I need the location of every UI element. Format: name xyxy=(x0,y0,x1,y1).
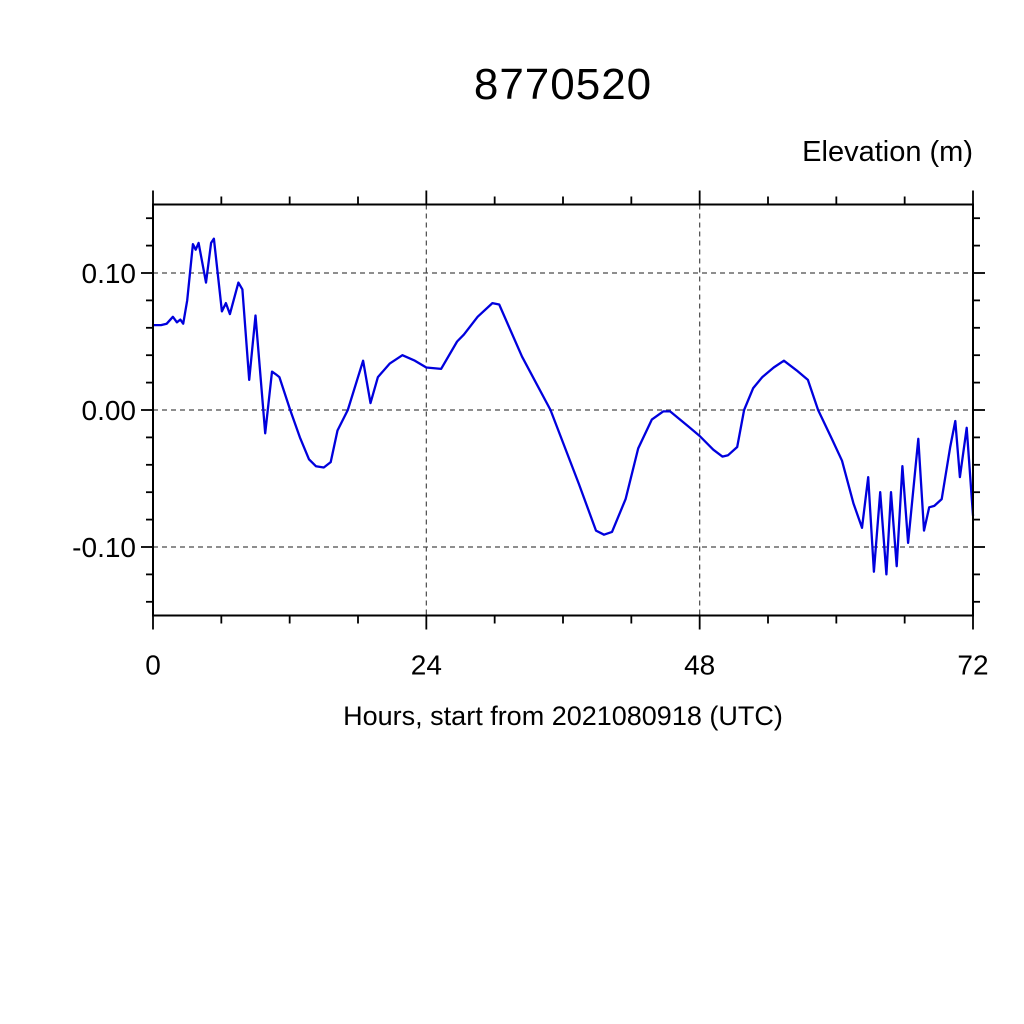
y-axis-unit-label: Elevation (m) xyxy=(802,136,973,168)
elevation-line xyxy=(151,237,975,576)
y-tick-label: 0.10 xyxy=(82,258,137,289)
y-tick-label: -0.10 xyxy=(72,532,136,563)
chart-title: 8770520 xyxy=(473,60,653,109)
x-tick-label: 48 xyxy=(684,650,715,681)
y-tick-label: 0.00 xyxy=(82,395,137,426)
x-tick-label: 24 xyxy=(411,650,442,681)
plot-frame xyxy=(152,203,974,617)
x-axis-label: Hours, start from 2021080918 (UTC) xyxy=(343,701,783,731)
x-tick-label: 72 xyxy=(957,650,988,681)
x-tick-label: 0 xyxy=(145,650,161,681)
